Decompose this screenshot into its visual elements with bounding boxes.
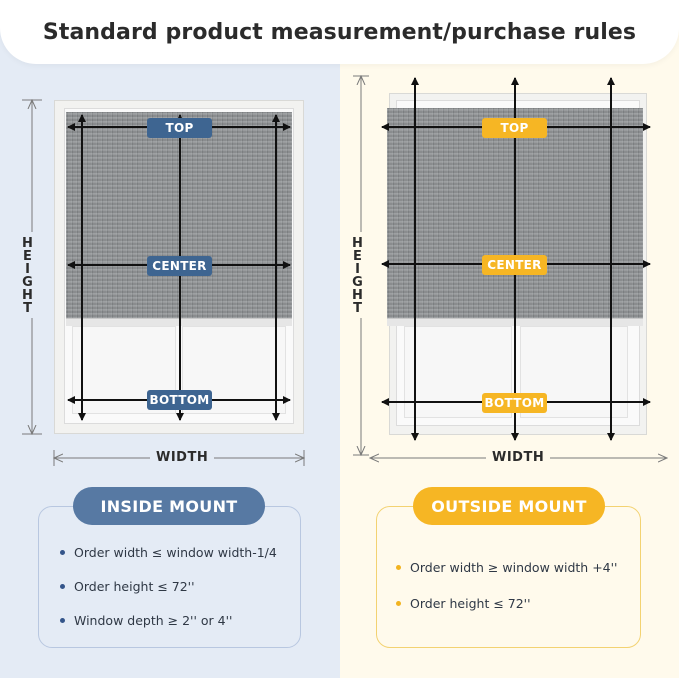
rule-text: Order width ≤ window width-1/4 — [74, 545, 277, 560]
outside-mount-rules-panel — [376, 506, 641, 648]
bullet-icon — [60, 550, 65, 555]
rule-text: Window depth ≥ 2'' or 4'' — [74, 613, 233, 628]
inside-top-tag: TOP — [147, 118, 212, 138]
header-banner: Standard product measurement/purchase ru… — [0, 0, 679, 64]
inside-rule-item: Order width ≤ window width-1/4 — [60, 545, 277, 560]
inside-mount-badge: INSIDE MOUNT — [73, 487, 265, 525]
outside-rule-item: Order width ≥ window width +4'' — [396, 560, 618, 575]
inside-rule-item: Order height ≤ 72'' — [60, 579, 195, 594]
rule-text: Order height ≤ 72'' — [74, 579, 195, 594]
outside-height-label: HEIGHT — [350, 232, 365, 318]
outside-width-label: WIDTH — [486, 450, 551, 465]
outside-center-tag: CENTER — [482, 255, 547, 275]
outside-rule-item: Order height ≤ 72'' — [396, 596, 531, 611]
inside-bottom-tag: BOTTOM — [147, 390, 212, 410]
page-title: Standard product measurement/purchase ru… — [42, 19, 637, 45]
bullet-icon — [396, 601, 401, 606]
outside-mount-badge: OUTSIDE MOUNT — [413, 487, 605, 525]
rule-text: Order height ≤ 72'' — [410, 596, 531, 611]
inside-rule-item: Window depth ≥ 2'' or 4'' — [60, 613, 232, 628]
inside-height-label: HEIGHT — [20, 232, 35, 318]
inside-width-label: WIDTH — [150, 450, 215, 465]
inside-center-tag: CENTER — [147, 256, 212, 276]
rule-text: Order width ≥ window width +4'' — [410, 560, 618, 575]
bullet-icon — [60, 584, 65, 589]
bullet-icon — [60, 618, 65, 623]
outside-bottom-tag: BOTTOM — [482, 393, 547, 413]
outside-top-tag: TOP — [482, 118, 547, 138]
bullet-icon — [396, 565, 401, 570]
